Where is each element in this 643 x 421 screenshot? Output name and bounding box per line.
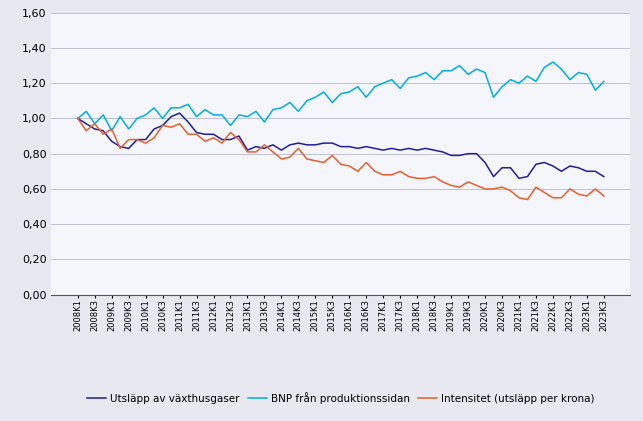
Line: BNP från produktionssidan: BNP från produktionssidan — [78, 62, 604, 131]
Legend: Utsläpp av växthusgaser, BNP från produktionssidan, Intensitet (utsläpp per kron: Utsläpp av växthusgaser, BNP från produk… — [83, 388, 599, 408]
BNP från produktionssidan — [592, 88, 599, 93]
Intensitet (utsläpp per krona) — [74, 116, 82, 121]
Utsläpp av växthusgaser — [74, 116, 82, 121]
Utsläpp av växthusgaser — [515, 176, 523, 181]
Intensitet (utsläpp per krona) — [523, 197, 531, 202]
BNP från produktionssidan — [244, 114, 251, 119]
BNP från produktionssidan — [74, 116, 82, 121]
BNP från produktionssidan — [345, 89, 353, 94]
Intensitet (utsläpp per krona) — [439, 179, 446, 184]
Intensitet (utsläpp per krona) — [235, 137, 243, 142]
Intensitet (utsläpp per krona) — [592, 187, 599, 192]
BNP från produktionssidan — [448, 68, 455, 73]
Utsläpp av växthusgaser — [600, 174, 608, 179]
Line: Utsläpp av växthusgaser: Utsläpp av växthusgaser — [78, 113, 604, 179]
Intensitet (utsläpp per krona) — [600, 193, 608, 198]
Line: Intensitet (utsläpp per krona): Intensitet (utsläpp per krona) — [78, 118, 604, 200]
Utsläpp av växthusgaser — [244, 148, 251, 153]
BNP från produktionssidan — [600, 79, 608, 84]
Utsläpp av växthusgaser — [176, 111, 183, 116]
Utsläpp av växthusgaser — [448, 153, 455, 158]
Utsläpp av växthusgaser — [345, 144, 353, 149]
Utsläpp av växthusgaser — [329, 141, 336, 146]
Intensitet (utsläpp per krona) — [218, 141, 226, 146]
BNP från produktionssidan — [329, 100, 336, 105]
Intensitet (utsläpp per krona) — [337, 162, 345, 167]
BNP från produktionssidan — [549, 59, 557, 64]
BNP från produktionssidan — [226, 123, 234, 128]
Utsläpp av växthusgaser — [592, 169, 599, 174]
Intensitet (utsläpp per krona) — [320, 160, 328, 165]
Utsläpp av växthusgaser — [226, 137, 234, 142]
BNP från produktionssidan — [108, 128, 116, 133]
